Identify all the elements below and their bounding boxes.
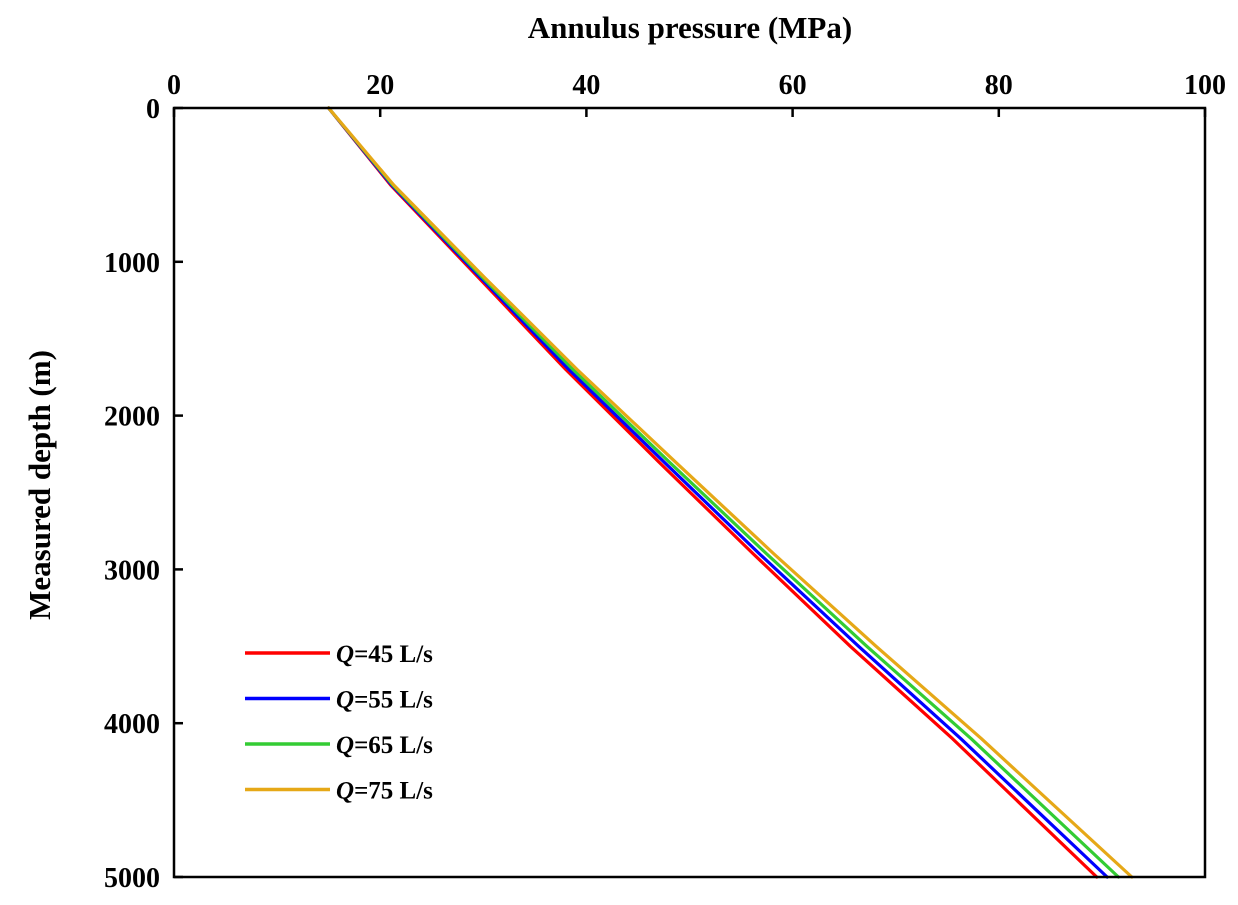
legend-value: =65 L/s: [354, 732, 433, 759]
y-tick-label: 2000: [104, 402, 160, 433]
legend-label: Q=55 L/s: [336, 687, 433, 714]
x-tick-label: 20: [366, 70, 394, 101]
legend-symbol: Q: [336, 778, 354, 805]
legend-label: Q=45 L/s: [336, 641, 433, 668]
legend-value: =75 L/s: [354, 778, 433, 805]
series-lines: [327, 106, 1134, 879]
x-tick-label: 80: [985, 70, 1013, 101]
y-axis-title: Measured depth (m): [22, 350, 57, 620]
legend-item-4: Q=75 L/s: [245, 778, 433, 805]
legend-item-3: Q=65 L/s: [245, 732, 433, 759]
series-line-2: [327, 106, 1109, 879]
y-tick-label: 1000: [104, 248, 160, 279]
y-tick-label: 4000: [104, 709, 160, 740]
legend-symbol: Q: [336, 732, 354, 759]
series-line-4: [327, 106, 1134, 879]
legend-label: Q=65 L/s: [336, 732, 433, 759]
plot-frame: [172, 106, 1207, 879]
x-tick-label: 40: [572, 70, 600, 101]
x-axis-title: Annulus pressure (MPa): [528, 10, 852, 45]
legend-item-2: Q=55 L/s: [245, 687, 433, 714]
legend-item-1: Q=45 L/s: [245, 641, 433, 668]
x-tick-label: 60: [779, 70, 807, 101]
series-line-3: [327, 106, 1121, 879]
legend-label: Q=75 L/s: [336, 778, 433, 805]
x-tick-label: 0: [167, 70, 181, 101]
legend-value: =45 L/s: [354, 641, 433, 668]
legend-symbol: Q: [336, 687, 354, 714]
y-tick-label: 0: [146, 94, 160, 125]
legend-value: =55 L/s: [354, 687, 433, 714]
x-tick-label: 100: [1184, 70, 1226, 101]
y-tick-label: 3000: [104, 555, 160, 586]
y-tick-label: 5000: [104, 863, 160, 894]
legend: Q=45 L/sQ=55 L/sQ=65 L/sQ=75 L/s: [245, 641, 433, 805]
series-line-1: [327, 106, 1099, 879]
legend-symbol: Q: [336, 641, 354, 668]
